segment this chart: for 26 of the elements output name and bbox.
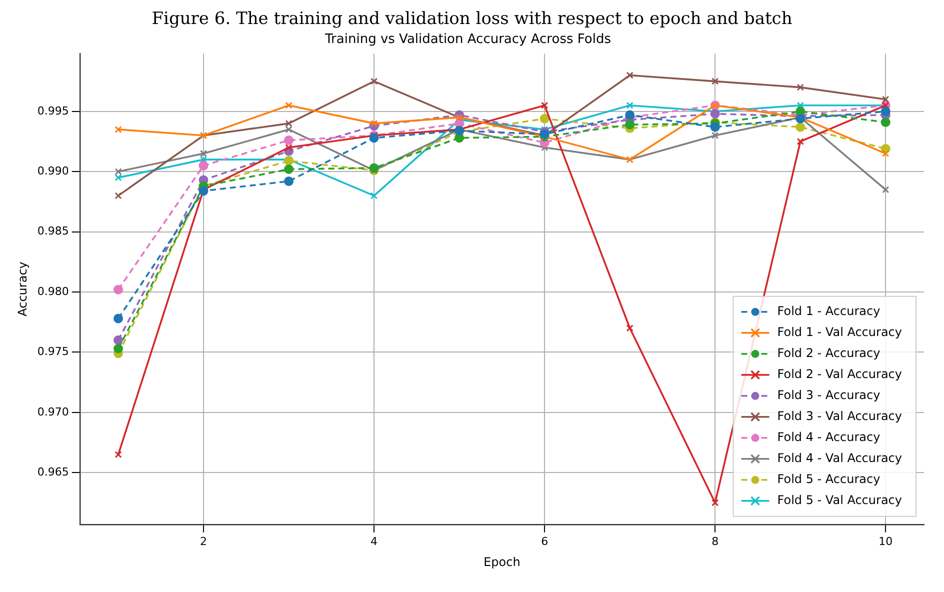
y-tick-label: 0.980 bbox=[37, 284, 69, 298]
chart-title: Training vs Validation Accuracy Across Folds bbox=[324, 32, 612, 48]
legend-label: Fold 4 - Val Accuracy bbox=[777, 451, 902, 466]
x-tick-label: 4 bbox=[370, 534, 378, 548]
x-tick-label: 2 bbox=[200, 534, 208, 548]
y-tick-label: 0.975 bbox=[37, 345, 69, 358]
y-axis-title: Accuracy bbox=[15, 262, 30, 316]
y-tick-label: 0.970 bbox=[37, 405, 69, 418]
y-tick-label: 0.985 bbox=[37, 224, 69, 238]
legend-label: Fold 2 - Val Accuracy bbox=[777, 367, 902, 382]
caption: Figure 6. The training and validation loss with respect to epoch and batch bbox=[150, 8, 794, 30]
x-tick-label: 10 bbox=[878, 534, 893, 548]
x-tick-label: 8 bbox=[712, 534, 719, 548]
legend-label: Fold 4 - Accuracy bbox=[777, 430, 880, 444]
legend-label: Fold 5 - Accuracy bbox=[777, 472, 880, 486]
legend-label: Fold 1 - Accuracy bbox=[777, 304, 880, 318]
y-tick-label: 0.965 bbox=[37, 465, 69, 478]
legend-label: Fold 1 - Val Accuracy bbox=[777, 325, 902, 340]
legend-label: Fold 5 - Val Accuracy bbox=[777, 493, 902, 508]
y-tick-label: 0.990 bbox=[37, 164, 69, 178]
y-tick-label: 0.995 bbox=[37, 104, 69, 118]
legend-label: Fold 2 - Accuracy bbox=[777, 346, 880, 360]
legend-label: Fold 3 - Accuracy bbox=[777, 388, 880, 402]
x-tick-label: 6 bbox=[541, 534, 548, 548]
legend-label: Fold 3 - Val Accuracy bbox=[777, 409, 902, 424]
x-axis-title: Epoch bbox=[484, 554, 520, 569]
